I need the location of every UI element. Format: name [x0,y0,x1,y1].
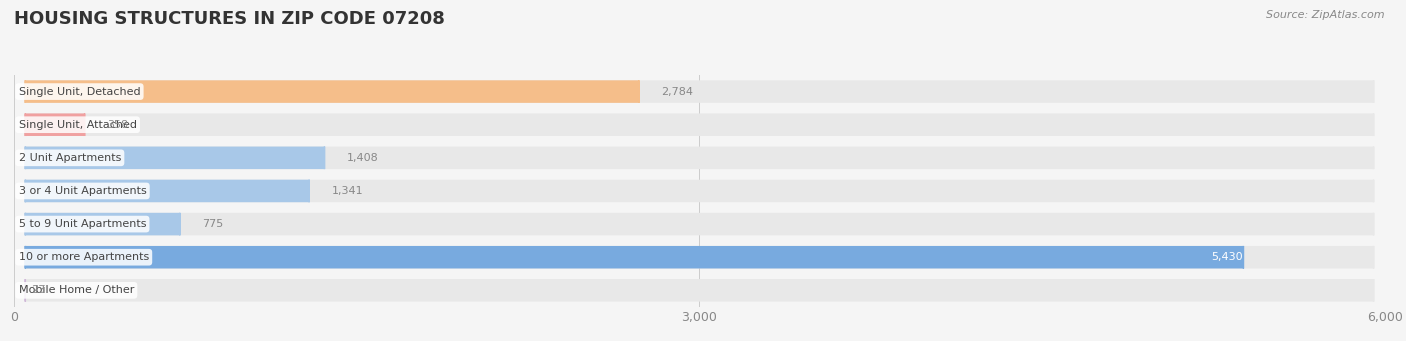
Text: Source: ZipAtlas.com: Source: ZipAtlas.com [1267,10,1385,20]
Text: Mobile Home / Other: Mobile Home / Other [18,285,134,295]
Text: Single Unit, Detached: Single Unit, Detached [18,87,141,97]
FancyBboxPatch shape [25,180,1374,202]
Text: 2 Unit Apartments: 2 Unit Apartments [18,153,121,163]
Text: 23: 23 [31,285,45,295]
Text: Single Unit, Attached: Single Unit, Attached [18,120,136,130]
FancyBboxPatch shape [25,114,1374,136]
FancyBboxPatch shape [25,114,84,136]
FancyBboxPatch shape [25,147,325,169]
FancyBboxPatch shape [25,246,1243,268]
Text: 5,430: 5,430 [1212,252,1243,262]
Text: 10 or more Apartments: 10 or more Apartments [18,252,149,262]
Text: 2,784: 2,784 [662,87,693,97]
FancyBboxPatch shape [25,80,638,103]
Text: HOUSING STRUCTURES IN ZIP CODE 07208: HOUSING STRUCTURES IN ZIP CODE 07208 [14,10,444,28]
Text: 358: 358 [107,120,128,130]
FancyBboxPatch shape [25,213,180,235]
Text: 1,341: 1,341 [332,186,364,196]
FancyBboxPatch shape [25,147,1374,169]
Text: 3 or 4 Unit Apartments: 3 or 4 Unit Apartments [18,186,146,196]
FancyBboxPatch shape [25,246,1374,268]
Text: 1,408: 1,408 [347,153,380,163]
FancyBboxPatch shape [25,80,1374,103]
Text: 775: 775 [202,219,224,229]
FancyBboxPatch shape [25,180,309,202]
FancyBboxPatch shape [25,279,1374,301]
FancyBboxPatch shape [25,213,1374,235]
Text: 5 to 9 Unit Apartments: 5 to 9 Unit Apartments [18,219,146,229]
